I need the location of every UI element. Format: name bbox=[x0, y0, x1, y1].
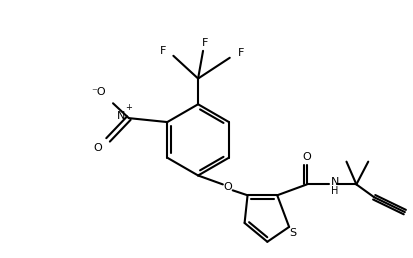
Text: O: O bbox=[302, 152, 311, 162]
Text: F: F bbox=[202, 38, 208, 48]
Text: N: N bbox=[330, 178, 338, 187]
Text: +: + bbox=[125, 103, 132, 112]
Text: F: F bbox=[237, 48, 243, 58]
Text: N: N bbox=[116, 111, 125, 121]
Text: ⁻O: ⁻O bbox=[90, 87, 105, 98]
Text: O: O bbox=[223, 182, 232, 192]
Text: H: H bbox=[330, 186, 337, 196]
Text: S: S bbox=[289, 228, 296, 238]
Text: F: F bbox=[160, 46, 166, 56]
Text: O: O bbox=[94, 143, 102, 153]
